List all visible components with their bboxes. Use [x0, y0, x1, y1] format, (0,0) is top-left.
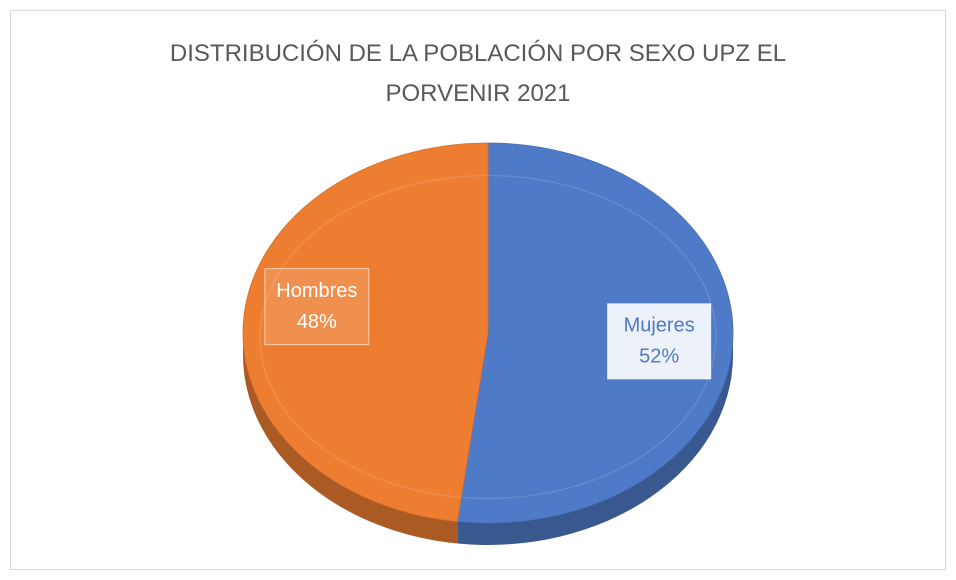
slice-side: [243, 333, 458, 544]
data-label-box: [607, 303, 712, 380]
chart-title: DISTRIBUCIÓN DE LA POBLACIÓN POR SEXO UP…: [169, 40, 787, 107]
data-label-value: 52%: [639, 346, 679, 368]
pie: Mujeres 52% Hombres 48%: [242, 142, 734, 545]
data-label-box: [264, 268, 370, 346]
data-label-category: Mujeres: [624, 315, 695, 337]
slice-side: [457, 333, 733, 545]
top-sheen: [259, 174, 717, 500]
data-label-value: 48%: [297, 311, 337, 333]
slice: [242, 142, 489, 522]
slice: [456, 142, 734, 524]
data-label-category: Hombres: [276, 280, 357, 302]
